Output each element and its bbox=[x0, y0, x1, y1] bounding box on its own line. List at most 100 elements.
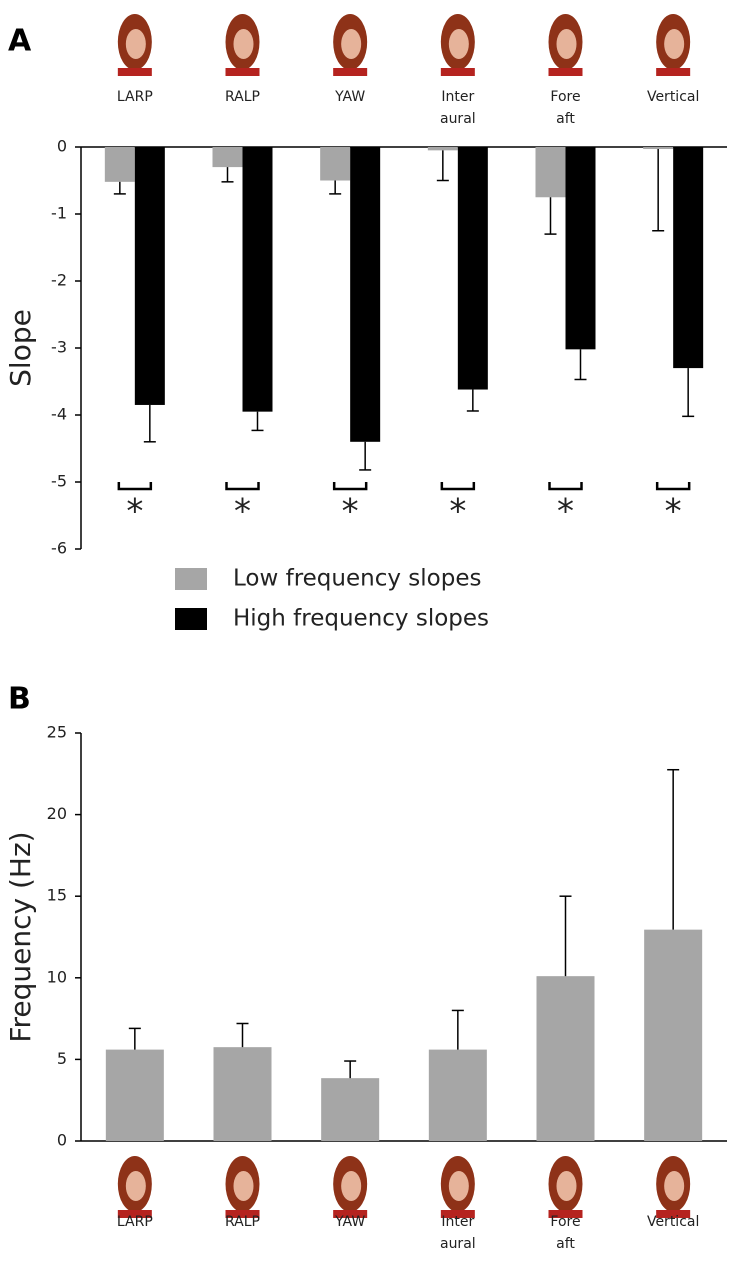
x-tick-label: Fore aft bbox=[550, 1214, 580, 1252]
y-axis-title: Slope bbox=[4, 309, 37, 387]
x-tick-label: RALP bbox=[225, 89, 260, 105]
bar bbox=[134, 147, 165, 405]
bar bbox=[644, 929, 703, 1141]
panel-label: A bbox=[8, 24, 32, 59]
x-tick-label-line: aural bbox=[440, 111, 476, 127]
x-tick-label: Vertical bbox=[647, 1214, 699, 1230]
bar bbox=[536, 976, 595, 1141]
error-bar bbox=[221, 167, 234, 183]
significance-label: * bbox=[342, 492, 359, 532]
head-icon-face bbox=[556, 1171, 577, 1201]
error-bar bbox=[143, 404, 156, 443]
head-icon-face bbox=[556, 29, 577, 59]
head-icon-face bbox=[125, 29, 146, 59]
head-icon-face bbox=[664, 29, 685, 59]
y-tick-label: 20 bbox=[47, 804, 67, 823]
significance-label: * bbox=[126, 492, 143, 532]
bar bbox=[321, 1078, 380, 1141]
error-bar bbox=[451, 1009, 464, 1050]
error-bar bbox=[544, 197, 557, 235]
head-icon-face bbox=[233, 1171, 254, 1201]
x-tick-label-line: aft bbox=[556, 111, 575, 127]
error-bar bbox=[128, 1027, 141, 1050]
y-tick-label: -6 bbox=[51, 539, 67, 558]
significance-bracket bbox=[117, 482, 153, 491]
bar bbox=[212, 147, 243, 168]
x-tick-label-line: Inter bbox=[441, 89, 474, 105]
bar bbox=[565, 147, 596, 350]
error-bar bbox=[113, 181, 126, 195]
head-icon-face bbox=[125, 1171, 146, 1201]
y-tick-label: 5 bbox=[57, 1049, 67, 1068]
x-tick-label: Inter aural bbox=[440, 89, 476, 127]
y-axis-title: Frequency (Hz) bbox=[4, 831, 37, 1042]
bar bbox=[105, 1049, 164, 1141]
x-tick-label: LARP bbox=[117, 1214, 153, 1230]
y-tick-label: 0 bbox=[57, 1131, 67, 1150]
bar bbox=[213, 1047, 272, 1141]
error-bar bbox=[329, 180, 342, 195]
bar bbox=[535, 147, 566, 198]
x-tick-label: Vertical bbox=[647, 89, 699, 105]
bar bbox=[643, 147, 674, 150]
y-tick-label: -3 bbox=[51, 338, 67, 357]
error-bar bbox=[667, 768, 680, 930]
error-bar bbox=[359, 441, 372, 471]
error-bar bbox=[559, 895, 572, 977]
x-tick-label-line: Inter bbox=[441, 1214, 474, 1230]
head-icon-base bbox=[656, 1210, 691, 1218]
significance-bracket bbox=[225, 482, 260, 491]
bar bbox=[457, 147, 488, 390]
y-tick-label: 25 bbox=[47, 723, 67, 742]
head-icon-base bbox=[548, 68, 583, 76]
x-tick-label-line: aural bbox=[440, 1236, 476, 1252]
x-tick-label-line: Fore bbox=[550, 89, 580, 105]
significance-label: * bbox=[449, 492, 466, 532]
error-bar bbox=[236, 1022, 249, 1048]
bar bbox=[350, 147, 381, 442]
error-bar bbox=[574, 349, 587, 381]
significance-bracket bbox=[548, 482, 583, 491]
head-icon-base bbox=[117, 1210, 152, 1218]
significance-bracket bbox=[440, 482, 476, 491]
significance-label: * bbox=[557, 492, 574, 532]
head-icon-base bbox=[656, 68, 691, 76]
x-tick-label: YAW bbox=[334, 89, 365, 105]
head-icon-face bbox=[664, 1171, 685, 1201]
head-icon-base bbox=[333, 68, 368, 76]
panel-label: B bbox=[8, 682, 31, 717]
head-icon-face bbox=[448, 29, 469, 59]
head-icon-base bbox=[440, 68, 475, 76]
x-tick-label: RALP bbox=[225, 1214, 260, 1230]
error-bar bbox=[466, 389, 479, 412]
x-tick-label-line: Fore bbox=[550, 1214, 580, 1230]
bar bbox=[428, 1049, 487, 1141]
bar bbox=[242, 147, 273, 412]
x-tick-label-line: aft bbox=[556, 1236, 575, 1252]
head-icon-base bbox=[117, 68, 152, 76]
x-tick-label: LARP bbox=[117, 89, 153, 105]
x-tick-label: Fore aft bbox=[550, 89, 580, 127]
significance-label: * bbox=[234, 492, 251, 532]
legend-swatch bbox=[175, 608, 207, 630]
bar bbox=[104, 147, 135, 182]
error-bar bbox=[251, 411, 264, 432]
x-tick-label: Inter aural bbox=[440, 1214, 476, 1252]
head-icon-face bbox=[341, 29, 362, 59]
head-icon-face bbox=[448, 1171, 469, 1201]
legend-swatch bbox=[175, 568, 207, 590]
error-bar bbox=[652, 149, 665, 232]
error-bar bbox=[436, 150, 449, 182]
significance-bracket bbox=[655, 482, 691, 491]
head-icon-base bbox=[225, 1210, 260, 1218]
bar bbox=[427, 147, 458, 151]
significance-bracket bbox=[332, 482, 368, 491]
bar bbox=[673, 147, 704, 369]
y-tick-label: 10 bbox=[47, 967, 67, 986]
head-icon-base bbox=[548, 1210, 583, 1218]
x-tick-label: YAW bbox=[334, 1214, 365, 1230]
y-tick-label: -4 bbox=[51, 405, 67, 424]
head-icon-base bbox=[440, 1210, 475, 1218]
y-tick-label: 15 bbox=[47, 886, 67, 905]
bar bbox=[320, 147, 351, 181]
